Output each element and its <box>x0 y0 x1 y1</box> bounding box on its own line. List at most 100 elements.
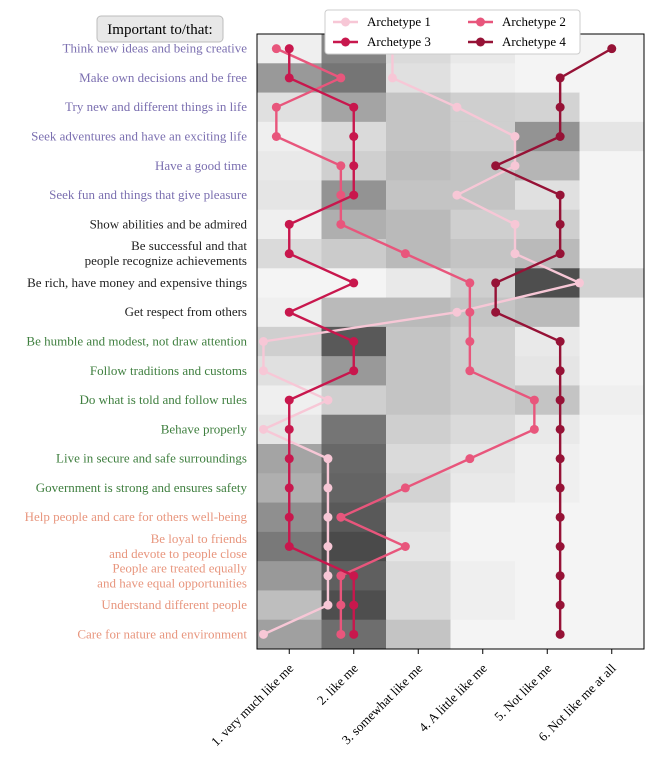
heatmap-cell <box>386 356 451 386</box>
data-point <box>271 44 281 54</box>
data-point <box>465 366 475 376</box>
y-tick-label: Seek fun and things that give pleasure <box>49 187 247 202</box>
heatmap-cell <box>386 121 451 152</box>
data-point <box>465 307 475 317</box>
y-axis-labels: Think new ideas and being creative Make o… <box>25 41 248 642</box>
heatmap-cell <box>515 385 580 416</box>
heatmap-cell <box>515 531 580 562</box>
x-tick-label: 4. A little like me <box>416 660 490 734</box>
heatmap-cell <box>386 268 451 299</box>
heatmap-cell <box>450 473 516 504</box>
heatmap-cell <box>450 356 516 386</box>
data-point <box>284 307 294 317</box>
legend-box <box>324 9 581 55</box>
data-point <box>465 454 475 464</box>
legend-label: Archetype 4 <box>502 34 566 49</box>
y-tick-label: Be humble and modest, not draw attention <box>26 334 247 349</box>
heatmap-cell <box>515 180 580 211</box>
data-point <box>465 337 475 346</box>
heatmap-cell <box>257 92 322 123</box>
data-point <box>510 132 520 141</box>
heatmap-cell <box>386 180 451 211</box>
heatmap-cell <box>450 444 516 474</box>
heatmap-cell <box>450 151 516 181</box>
heatmap-cell <box>386 444 451 474</box>
heatmap-cell <box>579 502 645 533</box>
y-tick-label: Make own decisions and be free <box>79 70 247 85</box>
y-tick-label: Government is strong and ensures safety <box>36 480 248 495</box>
heatmap-cell <box>386 209 451 240</box>
data-point <box>284 483 294 493</box>
x-axis: 1. very much like me 2. like me3. somewha… <box>208 649 619 749</box>
data-point <box>349 629 359 639</box>
y-tick-label: Think new ideas and being creative <box>63 41 248 56</box>
heatmap-cell <box>579 326 645 357</box>
y-tick-label: Be successful and that people recognize a… <box>85 238 248 268</box>
legend-swatch-marker <box>341 37 350 47</box>
heatmap-cell <box>321 239 387 269</box>
y-tick-label: Show abilities and be admired <box>90 216 248 231</box>
heatmap-cell <box>515 473 580 504</box>
data-point <box>349 337 359 346</box>
data-point <box>555 132 565 141</box>
heatmap-cell <box>515 356 580 386</box>
data-point <box>510 249 520 259</box>
data-point <box>400 249 410 259</box>
data-point <box>336 629 346 639</box>
data-point <box>349 571 359 581</box>
heatmap-cell <box>450 63 516 94</box>
data-point <box>271 102 281 112</box>
heatmap-cell <box>257 561 322 591</box>
data-point <box>336 190 346 200</box>
heatmap-cell <box>515 63 580 94</box>
data-point <box>349 102 359 112</box>
heatmap-cell <box>515 326 580 357</box>
heatmap-cell <box>579 239 645 269</box>
data-point <box>529 424 539 434</box>
heatmap-cell <box>579 531 645 562</box>
data-point <box>323 571 333 581</box>
data-point <box>271 132 281 141</box>
data-point <box>284 395 294 405</box>
data-point <box>336 512 346 522</box>
y-tick-label: Seek adventures and have an exciting lif… <box>31 129 247 144</box>
series-lines <box>258 44 617 639</box>
data-point <box>491 278 501 288</box>
heatmap-cell <box>450 561 516 591</box>
y-tick-label: Follow traditions and customs <box>90 363 247 378</box>
data-point <box>284 512 294 522</box>
y-tick-label: Do what is told and follow rules <box>79 392 247 407</box>
y-tick-label: Live in secure and safe surroundings <box>56 451 247 466</box>
heatmap-cell <box>386 561 451 591</box>
data-point <box>323 395 333 405</box>
legend-label: Archetype 3 <box>367 34 431 49</box>
heatmap-cell <box>386 326 451 357</box>
data-point <box>452 307 462 317</box>
data-point <box>400 542 410 551</box>
heatmap-cell <box>515 121 580 152</box>
legend-label: Archetype 1 <box>367 14 431 29</box>
data-point <box>555 454 565 464</box>
data-point <box>555 366 565 376</box>
data-point <box>284 454 294 464</box>
data-point <box>555 483 565 493</box>
data-point <box>323 483 333 493</box>
heatmap-cell <box>579 297 645 328</box>
heatmap-cell <box>257 590 322 621</box>
heatmap-cell <box>579 619 645 650</box>
heatmap-cell <box>579 356 645 386</box>
data-point <box>284 249 294 259</box>
data-point <box>555 249 565 259</box>
data-point <box>387 73 397 83</box>
heatmap-cell <box>257 180 322 211</box>
x-tick-label: 2. like me <box>314 660 361 707</box>
heatmap-cell <box>386 385 451 416</box>
heatmap-cell <box>579 209 645 240</box>
data-point <box>336 73 346 83</box>
data-point <box>452 190 462 200</box>
heatmap-cell <box>515 561 580 591</box>
chart-title: Important to/that: <box>107 22 212 38</box>
heatmap-cell <box>579 180 645 211</box>
heatmap-cell <box>515 92 580 123</box>
